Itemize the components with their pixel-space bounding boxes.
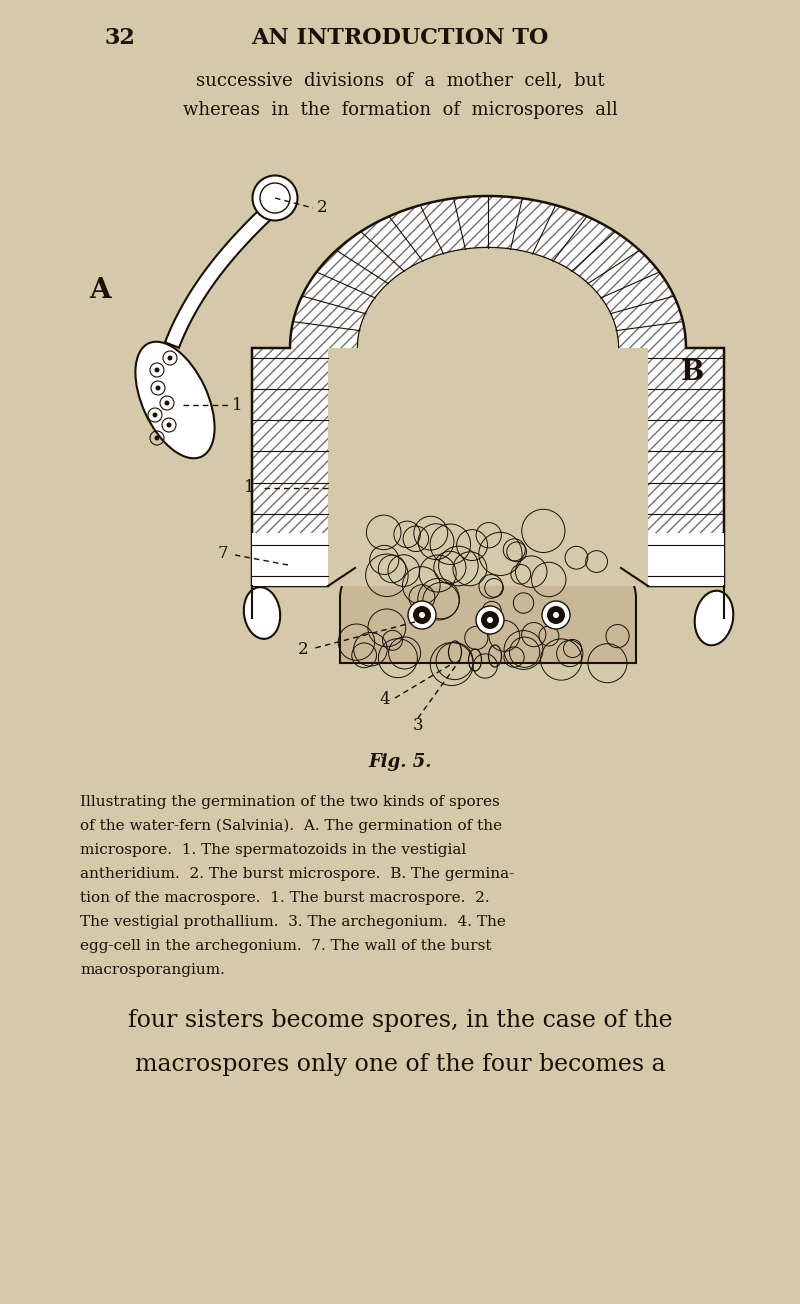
Text: AN INTRODUCTION TO: AN INTRODUCTION TO <box>251 27 549 50</box>
Ellipse shape <box>694 591 734 645</box>
Circle shape <box>154 436 159 441</box>
Circle shape <box>153 412 158 417</box>
Text: Illustrating the germination of the two kinds of spores: Illustrating the germination of the two … <box>80 795 500 808</box>
Ellipse shape <box>244 587 280 639</box>
Circle shape <box>547 606 565 625</box>
Circle shape <box>166 422 171 428</box>
Ellipse shape <box>253 176 298 220</box>
Polygon shape <box>252 196 724 585</box>
Circle shape <box>408 601 436 629</box>
Text: 2: 2 <box>298 642 308 659</box>
Text: whereas  in  the  formation  of  microspores  all: whereas in the formation of microspores … <box>182 100 618 119</box>
Circle shape <box>487 617 493 623</box>
Text: of the water-fern (Salvinia).  A. The germination of the: of the water-fern (Salvinia). A. The ger… <box>80 819 502 833</box>
Text: A: A <box>89 276 111 304</box>
Text: macrosporangium.: macrosporangium. <box>80 962 225 977</box>
Circle shape <box>553 612 559 618</box>
Circle shape <box>155 386 161 390</box>
Text: 3: 3 <box>413 716 423 733</box>
Circle shape <box>419 612 425 618</box>
Text: 2: 2 <box>317 198 328 215</box>
Text: 7: 7 <box>218 545 228 562</box>
Text: microspore.  1. The spermatozoids in the vestigial: microspore. 1. The spermatozoids in the … <box>80 842 466 857</box>
Text: 4: 4 <box>379 691 390 708</box>
Text: The vestigial prothallium.  3. The archegonium.  4. The: The vestigial prothallium. 3. The archeg… <box>80 915 506 928</box>
Polygon shape <box>328 248 648 585</box>
Circle shape <box>542 601 570 629</box>
Circle shape <box>476 606 504 634</box>
Circle shape <box>165 400 170 406</box>
Text: antheridium.  2. The burst microspore.  B. The germina-: antheridium. 2. The burst microspore. B.… <box>80 867 514 882</box>
Polygon shape <box>165 202 277 348</box>
Text: 32: 32 <box>105 27 135 50</box>
Polygon shape <box>340 523 636 662</box>
Text: four sisters become spores, in the case of the: four sisters become spores, in the case … <box>128 1008 672 1031</box>
Circle shape <box>413 606 431 625</box>
Text: macrospores only one of the four becomes a: macrospores only one of the four becomes… <box>134 1052 666 1076</box>
Text: egg-cell in the archegonium.  7. The wall of the burst: egg-cell in the archegonium. 7. The wall… <box>80 939 491 953</box>
Text: tion of the macrospore.  1. The burst macrospore.  2.: tion of the macrospore. 1. The burst mac… <box>80 891 490 905</box>
Text: B: B <box>680 359 704 386</box>
Text: 1: 1 <box>232 396 242 413</box>
Ellipse shape <box>135 342 214 458</box>
Text: 1: 1 <box>244 480 255 497</box>
Circle shape <box>167 356 173 360</box>
Circle shape <box>154 368 159 373</box>
Text: Fig. 5.: Fig. 5. <box>368 752 432 771</box>
Circle shape <box>481 612 499 629</box>
Text: successive  divisions  of  a  mother  cell,  but: successive divisions of a mother cell, b… <box>196 70 604 89</box>
